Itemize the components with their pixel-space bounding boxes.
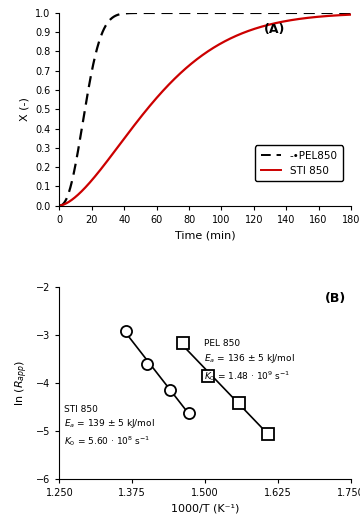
- Legend: -•PEL850, STI 850: -•PEL850, STI 850: [255, 146, 343, 181]
- Text: (B): (B): [325, 292, 346, 305]
- Y-axis label: X (-): X (-): [19, 97, 30, 121]
- Y-axis label: ln ($R_{app}$): ln ($R_{app}$): [14, 360, 31, 406]
- Text: STI 850
$E_a$ = 139 ± 5 kJ/mol
$K_0$ = 5.60 · 10$^8$ s$^{-1}$: STI 850 $E_a$ = 139 ± 5 kJ/mol $K_0$ = 5…: [64, 405, 155, 448]
- X-axis label: Time (min): Time (min): [175, 230, 235, 240]
- Text: PEL 850
$E_a$ = 136 ± 5 kJ/mol
$K_0$ = 1.48 · 10$^9$ s$^{-1}$: PEL 850 $E_a$ = 136 ± 5 kJ/mol $K_0$ = 1…: [204, 339, 295, 383]
- Text: (A): (A): [264, 23, 285, 36]
- X-axis label: 1000/T (K⁻¹): 1000/T (K⁻¹): [171, 503, 239, 514]
